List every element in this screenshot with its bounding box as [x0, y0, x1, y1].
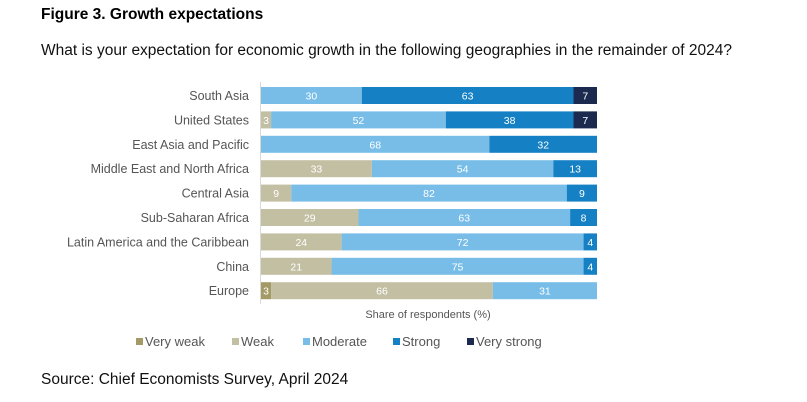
- data-label: 9: [579, 188, 585, 200]
- data-label: 21: [290, 261, 302, 273]
- legend-label: Very strong: [476, 334, 542, 349]
- bar-segment: [261, 160, 372, 178]
- data-label: 32: [537, 139, 549, 151]
- category-label: United States: [174, 113, 249, 127]
- legend-item: Very strong: [467, 334, 542, 349]
- data-label: 82: [423, 188, 435, 200]
- category-label: Sub-Saharan Africa: [141, 211, 249, 225]
- data-label: 75: [452, 261, 464, 273]
- data-label: 31: [539, 286, 551, 298]
- legend-label: Moderate: [312, 334, 367, 349]
- bar-segment: [261, 257, 332, 275]
- bar-segment: [261, 111, 272, 129]
- bar-segment: [291, 184, 567, 202]
- legend-swatch: [232, 338, 239, 345]
- data-label: 63: [462, 91, 474, 103]
- x-axis-title: Share of respondents (%): [365, 309, 490, 321]
- data-label: 4: [587, 261, 593, 273]
- category-label: South Asia: [189, 89, 249, 103]
- legend-label: Very weak: [145, 334, 205, 349]
- legend-item: Strong: [393, 334, 440, 349]
- data-label: 7: [582, 91, 588, 103]
- legend-swatch: [393, 338, 400, 345]
- bar-segment: [361, 87, 574, 104]
- legend-item: Moderate: [303, 334, 367, 349]
- legend-swatch: [136, 338, 143, 345]
- data-label: 7: [582, 115, 588, 127]
- category-label: China: [216, 260, 249, 274]
- figure-title: Figure 3. Growth expectations: [41, 6, 264, 23]
- legend-item: Very weak: [136, 334, 205, 349]
- legend-swatch: [303, 338, 310, 345]
- bar-segment: [271, 111, 446, 129]
- legend-item: Weak: [232, 334, 274, 349]
- bar-segment: [573, 111, 597, 129]
- category-label: East Asia and Pacific: [132, 138, 249, 152]
- data-label: 66: [376, 286, 388, 298]
- category-label: Europe: [209, 284, 249, 298]
- bar-segment: [358, 209, 571, 226]
- bar-segment: [566, 184, 597, 202]
- data-label: 3: [263, 115, 269, 127]
- data-label: 52: [353, 115, 365, 127]
- bar-segment: [583, 233, 597, 251]
- bars: 30 63 7 3 52 38 7 68 32 33 54 13 9 82 9 29 63 8 24 72 4 21 75 4…: [261, 87, 597, 300]
- data-label: 72: [457, 237, 469, 249]
- data-label: 33: [311, 164, 323, 176]
- bar-segment: [489, 135, 597, 153]
- legend-swatch: [467, 338, 474, 345]
- data-label: 13: [569, 164, 581, 176]
- bar-segment: [445, 111, 574, 129]
- legend: Very weak Weak Moderate Strong Very strong: [136, 334, 542, 349]
- category-label: Latin America and the Caribbean: [67, 235, 249, 249]
- bar-segment: [570, 209, 597, 226]
- bar-segment: [261, 233, 342, 251]
- bar-segment: [261, 209, 359, 226]
- bar-segment: [261, 135, 490, 153]
- data-label: 3: [263, 286, 269, 298]
- bar-segment: [573, 87, 597, 104]
- data-label: 54: [457, 164, 469, 176]
- data-label: 38: [504, 115, 516, 127]
- data-label: 29: [304, 213, 316, 225]
- source-note: Source: Chief Economists Survey, April 2…: [41, 371, 349, 388]
- bar-segment: [341, 233, 584, 251]
- bar-segment: [331, 257, 584, 275]
- bar-segment: [261, 184, 292, 202]
- bar-segment: [371, 160, 554, 178]
- bar-segment: [583, 257, 597, 275]
- bar-segment: [492, 282, 597, 300]
- bar-segment: [261, 87, 362, 104]
- bar-segment: [271, 282, 493, 300]
- category-labels: South Asia United States East Asia and Pac…: [67, 89, 249, 298]
- category-label: Middle East and North Africa: [91, 162, 249, 176]
- legend-label: Weak: [241, 334, 274, 349]
- bar-segment: [261, 282, 272, 300]
- data-label: 4: [587, 237, 593, 249]
- data-label: 24: [295, 237, 307, 249]
- data-label: 68: [369, 139, 381, 151]
- data-label: 63: [458, 213, 470, 225]
- chart-question: What is your expectation for economic gr…: [41, 42, 733, 59]
- data-label: 9: [273, 188, 279, 200]
- data-label: 30: [306, 91, 318, 103]
- category-label: Central Asia: [182, 187, 249, 201]
- data-label: 8: [581, 213, 587, 225]
- bar-segment: [553, 160, 597, 178]
- legend-label: Strong: [402, 334, 440, 349]
